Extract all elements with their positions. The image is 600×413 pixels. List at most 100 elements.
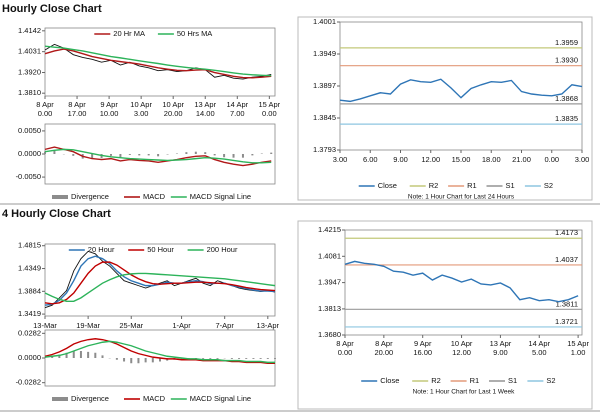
legend-swatch bbox=[52, 397, 68, 401]
divergence-bar bbox=[87, 351, 90, 358]
x-tick-label: 3.00 bbox=[575, 155, 590, 164]
x-tick-label-line: 17.00 bbox=[68, 109, 87, 118]
x-tick-label: 25-Mar bbox=[119, 321, 143, 330]
divergence-bar bbox=[138, 154, 141, 156]
legend-label: R1 bbox=[467, 181, 477, 190]
x-tick-label: 10 Apr 20.00 bbox=[162, 100, 184, 118]
x-tick-label: 21.00 bbox=[512, 155, 531, 164]
divergence-bar bbox=[137, 358, 140, 364]
divergence-bar bbox=[185, 152, 188, 154]
divergence-bar bbox=[159, 358, 161, 362]
divergence-bar bbox=[274, 358, 276, 359]
divergence-bar bbox=[72, 154, 75, 156]
legend-label: MACD Signal Line bbox=[190, 192, 251, 201]
chart-note: Note: 1 Hour Chart for Last 24 Hours bbox=[408, 194, 515, 201]
divergence-bar bbox=[180, 358, 183, 360]
y-tick-label: 1.3793 bbox=[313, 145, 336, 154]
divergence-bar bbox=[58, 354, 61, 358]
x-tick-label: 15 Apr 1.00 bbox=[567, 339, 589, 357]
legend-label: R2 bbox=[429, 181, 439, 190]
divergence-bar bbox=[270, 152, 273, 154]
legend-label: MACD Signal Line bbox=[190, 394, 251, 403]
x-tick-label-line: 3.00 bbox=[134, 109, 149, 118]
x-tick-label: 15.00 bbox=[452, 155, 471, 164]
divergence-bar bbox=[94, 352, 97, 358]
section-title: Hourly Close Chart bbox=[2, 3, 102, 15]
y-tick-label: 1.3419 bbox=[18, 309, 41, 318]
x-tick-label-line: 10 Apr bbox=[451, 339, 473, 348]
level-label: 1.4037 bbox=[555, 255, 578, 264]
divergence-bar bbox=[44, 151, 46, 154]
divergence-bar bbox=[252, 358, 255, 359]
x-tick-label: 15 Apr 0.00 bbox=[259, 100, 281, 118]
legend-label: 50 Hrs MA bbox=[177, 29, 212, 38]
x-tick-label: 8 Apr 20.00 bbox=[374, 339, 393, 357]
y-tick-label: 1.3813 bbox=[318, 304, 341, 313]
legend-swatch bbox=[52, 195, 68, 199]
x-tick-label: 9 Apr 10.00 bbox=[100, 100, 119, 118]
divergence-bar bbox=[119, 154, 122, 158]
divergence-bar bbox=[151, 358, 154, 363]
y-tick-label: 1.3884 bbox=[18, 286, 41, 295]
x-tick-label: 13-Apr bbox=[257, 321, 280, 330]
x-tick-label-line: 9 Apr bbox=[414, 339, 432, 348]
y-tick-label: 1.3920 bbox=[18, 68, 41, 77]
y-tick-label: 1.4001 bbox=[313, 17, 336, 26]
y-tick-label: 0.0000 bbox=[18, 353, 41, 362]
x-tick-label: 0.00 bbox=[544, 155, 559, 164]
legend-label: 20 Hr MA bbox=[113, 29, 145, 38]
legend-label: MACD bbox=[143, 394, 166, 403]
panel-border bbox=[297, 16, 593, 201]
x-tick-label-line: 16.00 bbox=[413, 348, 432, 357]
x-tick-label-line: 20.00 bbox=[374, 348, 393, 357]
x-tick-label-line: 10 Apr bbox=[162, 100, 184, 109]
legend-label: 20 Hour bbox=[88, 245, 115, 254]
divergence-bar bbox=[44, 357, 46, 358]
x-tick-label: 12.00 bbox=[421, 155, 440, 164]
divergence-bar bbox=[223, 154, 226, 158]
x-tick-label-line: 0.00 bbox=[262, 109, 277, 118]
divergence-bar bbox=[230, 358, 233, 359]
x-tick-label-line: 10 Apr bbox=[130, 100, 152, 109]
x-tick-label: 13 Apr 9.00 bbox=[490, 339, 512, 357]
y-tick-label: 1.3897 bbox=[313, 81, 336, 90]
divergence-bar bbox=[123, 358, 126, 362]
series-line bbox=[44, 340, 275, 364]
divergence-bar bbox=[101, 355, 104, 358]
y-tick-label: 1.4081 bbox=[318, 251, 341, 260]
divergence-bar bbox=[79, 351, 82, 358]
plot-frame bbox=[44, 243, 276, 317]
divergence-bar bbox=[115, 358, 118, 360]
x-tick-label-line: 9 Apr bbox=[100, 100, 118, 109]
level-label: 1.3835 bbox=[555, 114, 578, 123]
y-tick-label: 1.3947 bbox=[318, 278, 341, 287]
legend-label: S2 bbox=[546, 376, 555, 385]
x-tick-label: 1-Apr bbox=[172, 321, 191, 330]
y-tick-label: 0.0000 bbox=[18, 149, 41, 158]
series-line bbox=[344, 260, 579, 303]
x-tick-label-line: 0.00 bbox=[38, 109, 53, 118]
series-line bbox=[44, 146, 272, 167]
legend-label: 200 Hour bbox=[207, 245, 238, 254]
divergence-bar bbox=[266, 358, 269, 359]
divergence-bar bbox=[72, 351, 75, 358]
x-tick-label-line: 8 Apr bbox=[36, 100, 54, 109]
series-line bbox=[44, 261, 276, 305]
x-tick-label-line: 15 Apr bbox=[259, 100, 281, 109]
x-tick-label-line: 5.00 bbox=[532, 348, 547, 357]
x-tick-label-line: 14.00 bbox=[196, 109, 215, 118]
divergence-bar bbox=[216, 358, 219, 359]
x-tick-label-line: 15 Apr bbox=[567, 339, 589, 348]
x-tick-label: 10 Apr 12.00 bbox=[451, 339, 473, 357]
divergence-bar bbox=[157, 154, 160, 157]
divergence-bar bbox=[232, 154, 235, 158]
divergence-bar bbox=[109, 154, 112, 156]
legend-label: R1 bbox=[470, 376, 480, 385]
divergence-bar bbox=[65, 352, 68, 358]
x-tick-label-line: 20.00 bbox=[164, 109, 183, 118]
plot-frame bbox=[44, 27, 276, 97]
legend-label: S2 bbox=[544, 181, 553, 190]
panel-border bbox=[297, 220, 593, 410]
divergence-bar bbox=[204, 152, 207, 154]
